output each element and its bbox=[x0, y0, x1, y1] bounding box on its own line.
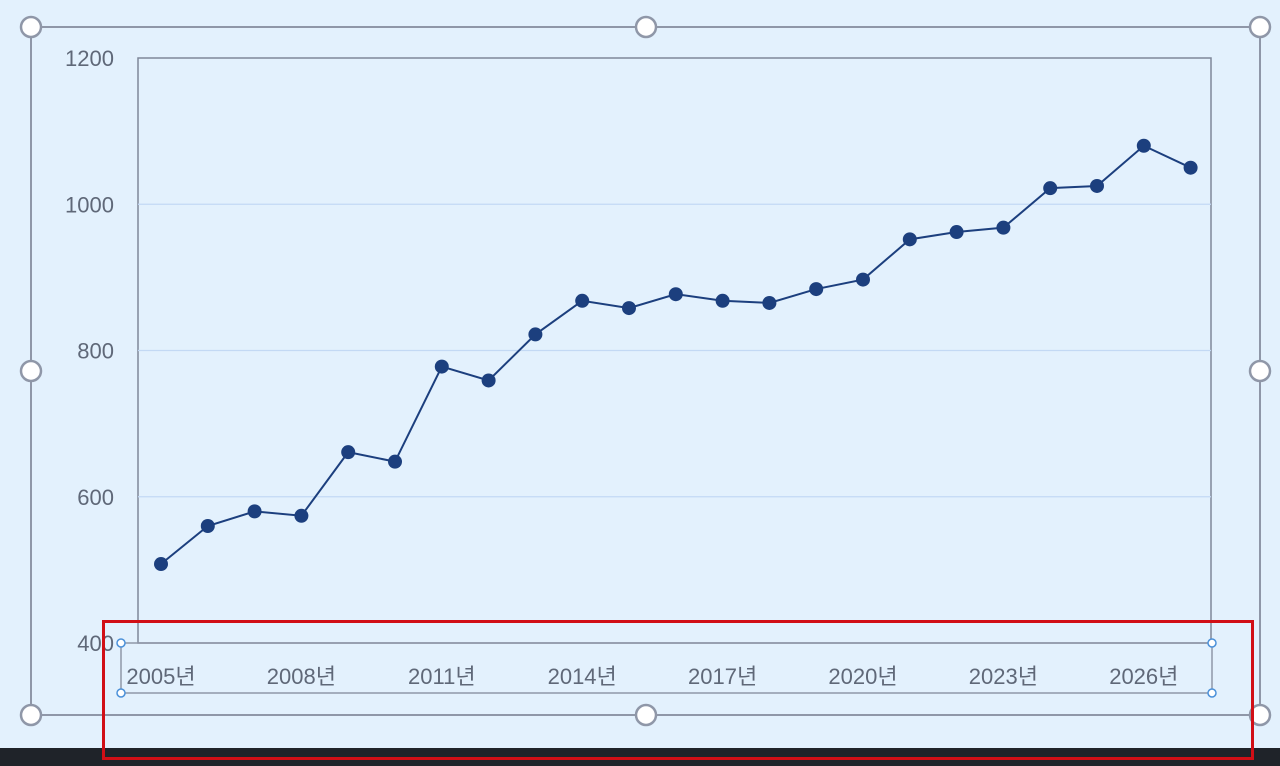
data-point[interactable] bbox=[575, 293, 590, 308]
x-axis-tick-labels[interactable]: 2005년 2008년 2011년 2014년 2017년 2020년 2023년 2026년 bbox=[126, 664, 1178, 689]
data-point[interactable] bbox=[528, 327, 543, 342]
resize-handle-top-center[interactable] bbox=[634, 15, 658, 39]
taskbar-strip bbox=[0, 748, 1280, 766]
x-axis-selection-box[interactable] bbox=[120, 642, 1213, 694]
resize-handle-bottom-left[interactable] bbox=[19, 703, 43, 727]
resize-handle-middle-right[interactable] bbox=[1248, 359, 1272, 383]
data-point[interactable] bbox=[434, 359, 449, 374]
gridlines bbox=[138, 203, 1211, 498]
data-point[interactable] bbox=[996, 220, 1011, 235]
y-tick-label: 600 bbox=[77, 485, 114, 510]
x-tick-label: 2023년 bbox=[969, 664, 1038, 689]
data-point[interactable] bbox=[668, 287, 683, 302]
data-point[interactable] bbox=[622, 301, 636, 316]
resize-handle-bottom-center[interactable] bbox=[634, 703, 658, 727]
data-point[interactable] bbox=[949, 225, 964, 240]
data-point[interactable] bbox=[715, 293, 730, 308]
data-point[interactable] bbox=[341, 445, 356, 460]
y-tick-label: 1000 bbox=[65, 192, 114, 217]
x-tick-label: 2014년 bbox=[548, 664, 617, 689]
axis-handle-top-left[interactable] bbox=[116, 638, 126, 648]
data-point[interactable] bbox=[294, 508, 309, 523]
resize-handle-middle-left[interactable] bbox=[19, 359, 43, 383]
data-point[interactable] bbox=[902, 232, 917, 247]
resize-handle-bottom-right[interactable] bbox=[1248, 703, 1272, 727]
data-point[interactable] bbox=[154, 557, 168, 572]
data-point[interactable] bbox=[200, 519, 215, 533]
axis-handle-bottom-left[interactable] bbox=[116, 688, 126, 698]
chart-selection-frame[interactable] bbox=[30, 26, 1261, 716]
data-point[interactable] bbox=[388, 454, 402, 469]
data-point[interactable] bbox=[1043, 181, 1058, 196]
data-point[interactable] bbox=[1183, 160, 1198, 175]
data-point[interactable] bbox=[247, 504, 262, 519]
data-point[interactable] bbox=[856, 272, 870, 287]
y-axis-tick-labels: 400 600 800 1000 1200 bbox=[65, 46, 114, 656]
data-point[interactable] bbox=[809, 282, 824, 297]
x-tick-label: 2008년 bbox=[267, 664, 336, 689]
series-line[interactable] bbox=[160, 144, 1192, 565]
data-point[interactable] bbox=[762, 295, 777, 310]
data-series[interactable] bbox=[154, 138, 1198, 572]
y-tick-label: 1200 bbox=[65, 46, 114, 71]
x-tick-label: 2005년 bbox=[126, 664, 195, 689]
x-tick-label: 2011년 bbox=[408, 664, 476, 689]
resize-handle-top-right[interactable] bbox=[1248, 15, 1272, 39]
data-point[interactable] bbox=[1136, 138, 1151, 153]
x-tick-label: 2020년 bbox=[828, 664, 897, 689]
axis-handle-top-right[interactable] bbox=[1207, 638, 1217, 648]
axis-handle-bottom-right[interactable] bbox=[1207, 688, 1217, 698]
x-tick-label: 2017년 bbox=[688, 664, 757, 689]
y-tick-label: 800 bbox=[77, 339, 114, 364]
resize-handle-top-left[interactable] bbox=[19, 15, 43, 39]
data-point[interactable] bbox=[1090, 178, 1104, 193]
x-tick-label: 2026년 bbox=[1109, 664, 1178, 689]
data-point[interactable] bbox=[481, 373, 496, 388]
y-tick-label: 400 bbox=[77, 631, 114, 656]
